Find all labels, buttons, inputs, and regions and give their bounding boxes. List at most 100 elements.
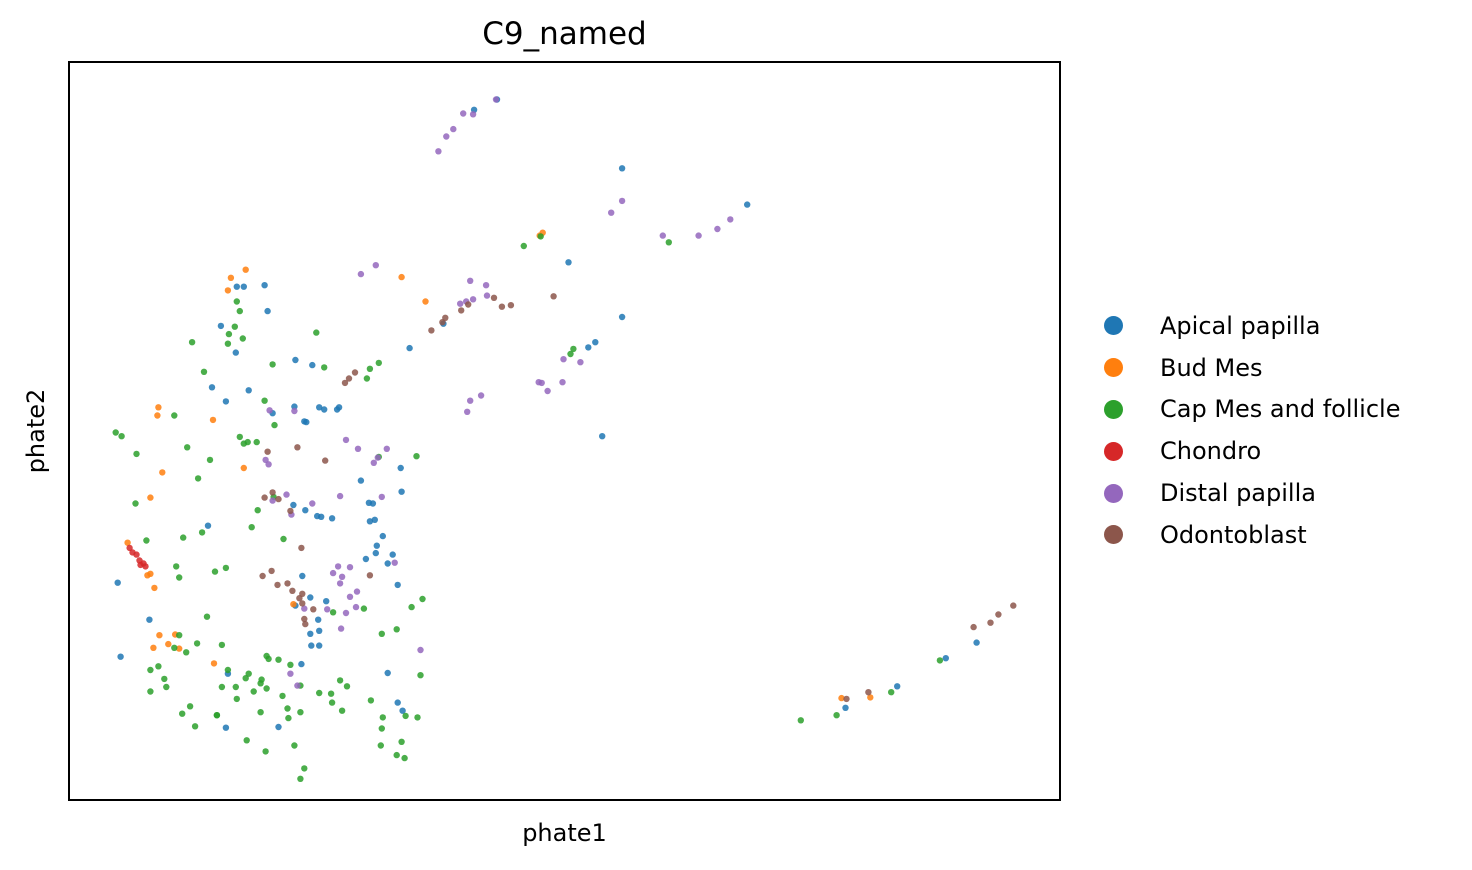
legend-label: Apical papilla <box>1160 311 1321 340</box>
data-point <box>294 682 301 689</box>
legend-marker <box>1104 316 1123 336</box>
data-point <box>114 579 121 586</box>
data-point <box>236 307 243 315</box>
data-point <box>498 303 506 310</box>
data-point <box>1010 602 1017 609</box>
data-point <box>337 625 345 632</box>
data-point <box>394 581 401 589</box>
data-point <box>507 302 515 309</box>
data-point <box>838 694 845 702</box>
data-point <box>538 379 545 387</box>
data-point <box>618 313 626 321</box>
data-point <box>213 712 221 719</box>
data-point <box>211 568 219 575</box>
data-point <box>151 584 158 592</box>
data-point <box>284 580 291 587</box>
data-point <box>173 563 180 570</box>
data-point <box>379 714 386 721</box>
legend-label: Odontoblast <box>1160 520 1307 549</box>
data-point <box>227 274 235 281</box>
data-point <box>413 453 420 460</box>
data-point <box>257 709 264 716</box>
data-point <box>268 567 275 575</box>
data-point <box>301 605 308 612</box>
data-point <box>345 375 353 382</box>
data-point <box>374 454 381 461</box>
data-point <box>585 344 592 351</box>
plot-frame <box>68 61 1061 801</box>
series-cap-mes-and-follicle <box>112 233 944 782</box>
data-point <box>275 656 282 663</box>
data-point <box>482 282 490 289</box>
data-point <box>867 694 874 701</box>
data-point <box>291 403 298 410</box>
data-point <box>592 339 599 346</box>
data-point <box>328 699 336 706</box>
data-point <box>316 627 323 634</box>
data-point <box>384 669 391 677</box>
data-point <box>357 477 365 484</box>
data-point <box>618 165 626 172</box>
data-point <box>695 232 702 239</box>
legend-label: Cap Mes and follicle <box>1160 395 1401 424</box>
data-point <box>797 717 804 724</box>
data-point <box>391 559 398 566</box>
data-point <box>133 450 140 458</box>
data-point <box>297 709 304 716</box>
data-point <box>435 148 442 155</box>
data-point <box>224 666 232 674</box>
data-point <box>147 570 154 577</box>
legend-item: Distal papilla <box>1100 472 1400 514</box>
data-point <box>321 364 328 371</box>
data-point <box>112 429 119 436</box>
series-distal-papilla <box>262 96 734 689</box>
data-point <box>222 564 230 572</box>
data-point <box>321 406 328 413</box>
legend-label: Bud Mes <box>1160 353 1263 382</box>
data-point <box>577 359 584 366</box>
data-point <box>377 742 384 749</box>
data-point <box>126 544 133 552</box>
data-point <box>285 714 292 722</box>
legend-marker <box>1104 399 1123 419</box>
legend-marker <box>1104 483 1123 503</box>
series-apical-papilla <box>114 96 980 731</box>
data-point <box>259 572 266 580</box>
data-point <box>894 683 901 690</box>
data-point <box>287 507 294 515</box>
data-point <box>333 406 341 413</box>
data-point <box>327 690 335 697</box>
data-point <box>375 359 382 367</box>
series-bud-mes <box>124 229 874 702</box>
legend-item: Cap Mes and follicle <box>1100 389 1400 431</box>
data-point <box>343 683 351 690</box>
data-point <box>307 630 314 637</box>
legend-marker <box>1104 525 1123 545</box>
data-point <box>936 657 944 664</box>
data-point <box>180 534 187 541</box>
data-point <box>163 683 170 691</box>
data-point <box>460 110 467 117</box>
data-point <box>262 748 269 755</box>
data-point <box>124 539 131 546</box>
data-point <box>242 675 249 682</box>
data-point <box>373 542 380 549</box>
data-point <box>176 574 183 581</box>
data-point <box>210 660 218 667</box>
data-point <box>269 489 276 496</box>
data-point <box>393 751 400 759</box>
data-point <box>379 532 386 540</box>
data-point <box>316 404 323 411</box>
data-point <box>428 327 435 334</box>
data-point <box>155 663 162 670</box>
data-point <box>366 365 374 372</box>
data-point <box>298 660 305 668</box>
data-point <box>458 307 465 314</box>
data-point <box>995 611 1002 618</box>
data-point <box>970 623 977 631</box>
data-point <box>289 587 296 594</box>
data-point <box>490 294 498 301</box>
data-point <box>299 600 306 607</box>
data-point <box>477 392 485 399</box>
data-point <box>253 438 260 446</box>
